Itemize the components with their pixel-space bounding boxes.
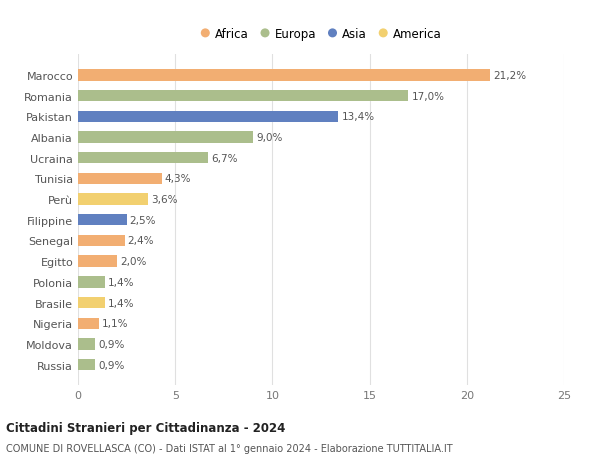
Bar [78,339,95,350]
Bar [78,70,490,81]
Text: 9,0%: 9,0% [256,133,282,143]
Bar [78,235,125,246]
Bar [78,194,148,205]
Text: 1,4%: 1,4% [108,277,134,287]
Text: 0,9%: 0,9% [98,360,125,370]
Bar [78,359,95,370]
Text: 2,4%: 2,4% [128,236,154,246]
Text: 6,7%: 6,7% [211,153,238,163]
Text: Cittadini Stranieri per Cittadinanza - 2024: Cittadini Stranieri per Cittadinanza - 2… [6,421,286,435]
Bar [78,256,117,267]
Bar [78,277,105,288]
Text: 1,4%: 1,4% [108,298,134,308]
Text: 21,2%: 21,2% [493,71,526,81]
Text: 0,9%: 0,9% [98,339,125,349]
Legend: Africa, Europa, Asia, America: Africa, Europa, Asia, America [200,28,442,41]
Bar [78,153,208,164]
Text: 3,6%: 3,6% [151,195,178,205]
Bar [78,174,161,185]
Bar [78,215,127,226]
Bar [78,318,100,329]
Text: 4,3%: 4,3% [164,174,191,184]
Text: 2,5%: 2,5% [130,215,156,225]
Text: COMUNE DI ROVELLASCA (CO) - Dati ISTAT al 1° gennaio 2024 - Elaborazione TUTTITA: COMUNE DI ROVELLASCA (CO) - Dati ISTAT a… [6,443,452,453]
Text: 2,0%: 2,0% [120,257,146,267]
Text: 13,4%: 13,4% [341,112,374,122]
Bar [78,297,105,308]
Text: 17,0%: 17,0% [412,91,445,101]
Bar [78,132,253,143]
Text: 1,1%: 1,1% [102,319,129,329]
Bar [78,112,338,123]
Bar [78,91,409,102]
